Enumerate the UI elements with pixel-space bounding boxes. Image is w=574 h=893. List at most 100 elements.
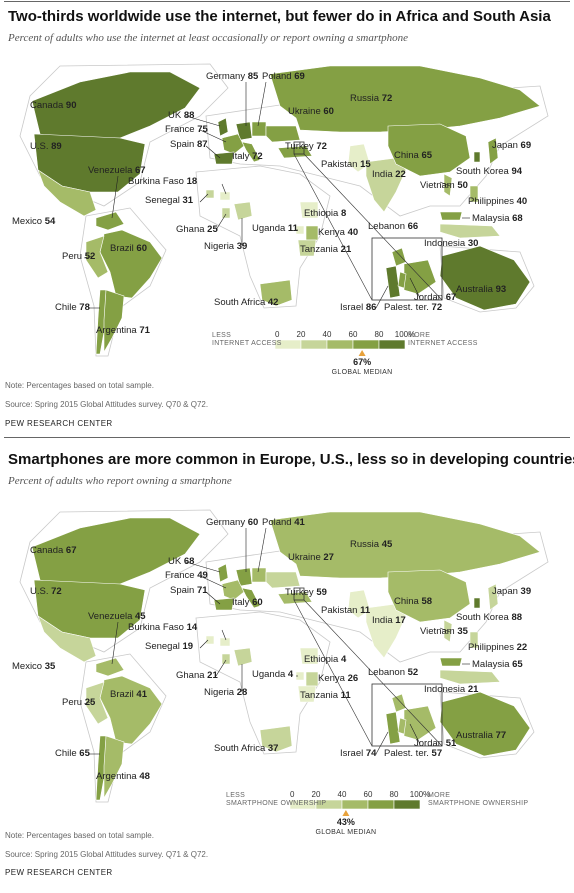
country-value: 39 xyxy=(237,241,248,252)
country-italy xyxy=(241,587,261,609)
inset-callout-line xyxy=(293,153,373,301)
country-value: 51 xyxy=(446,738,457,749)
country-name: India xyxy=(372,169,395,180)
label-spain: Spain 87 xyxy=(170,139,208,150)
label-jordan: Jordan 67 xyxy=(414,292,456,303)
country-name: Kenya xyxy=(318,673,348,684)
leader-line-uk xyxy=(185,561,221,573)
country-poland xyxy=(251,567,267,583)
country-mexico xyxy=(37,615,97,663)
country-value: 17 xyxy=(395,615,406,626)
label-canada: Canada 90 xyxy=(30,100,77,111)
country-value: 40 xyxy=(348,227,359,238)
country-poland xyxy=(251,121,267,137)
country-spain xyxy=(213,151,235,165)
country-value: 31 xyxy=(183,195,194,206)
country-value: 45 xyxy=(135,611,146,622)
country-name: Brazil xyxy=(110,689,136,700)
brand-label: PEW RESEARCH CENTER xyxy=(5,419,113,428)
country-value: 88 xyxy=(184,110,195,121)
label-kenya: Kenya 26 xyxy=(318,673,358,684)
country-value: 11 xyxy=(288,223,299,234)
inset-frame xyxy=(371,683,443,747)
label-japan: Japan 69 xyxy=(492,140,531,151)
country-name: Lebanon xyxy=(368,667,408,678)
panel-divider xyxy=(4,437,570,438)
country-value: 72 xyxy=(382,93,393,104)
label-italy: Italy 60 xyxy=(232,597,263,608)
country-name: Uganda xyxy=(252,223,288,234)
label-mexico: Mexico 54 xyxy=(12,216,56,227)
country-name: Russia xyxy=(350,539,382,550)
country-value: 71 xyxy=(197,585,208,596)
country-russia xyxy=(269,65,541,133)
legend-swatch xyxy=(352,339,380,350)
country-kenya xyxy=(305,225,319,241)
country-value: 67 xyxy=(135,165,146,176)
country-tanzania xyxy=(297,685,317,703)
country-value: 39 xyxy=(521,586,532,597)
label-brazil: Brazil 60 xyxy=(110,243,147,254)
country-name: Pakistan xyxy=(321,159,360,170)
country-name: Nigeria xyxy=(204,687,237,698)
country-name: Chile xyxy=(55,748,79,759)
label-china: China 58 xyxy=(394,596,432,607)
country-value: 90 xyxy=(66,100,77,111)
leader-line-burkina-faso xyxy=(221,629,227,641)
country-name: Senegal xyxy=(145,641,183,652)
country-name: Indonesia xyxy=(424,684,468,695)
country-value: 60 xyxy=(323,106,334,117)
country-value: 11 xyxy=(360,605,371,616)
label-u-s: U.S. 72 xyxy=(30,586,62,597)
label-south-africa: South Africa 37 xyxy=(214,743,278,754)
country-value: 35 xyxy=(45,661,56,672)
country-value: 11 xyxy=(341,690,352,701)
legend-low-label: LESS INTERNET ACCESS xyxy=(212,332,282,347)
country-name: Germany xyxy=(206,517,248,528)
legend-swatch xyxy=(378,339,406,350)
country-value: 41 xyxy=(294,517,305,528)
country-japan xyxy=(487,583,499,611)
country-name: Indonesia xyxy=(424,238,468,249)
country-value: 69 xyxy=(294,71,305,82)
country-name: Turkey xyxy=(285,587,316,598)
label-india: India 17 xyxy=(372,615,406,626)
country-name: Argentina xyxy=(96,325,139,336)
country-russia xyxy=(269,511,541,579)
legend-tick: 60 xyxy=(349,330,358,339)
country-value: 71 xyxy=(139,325,150,336)
countries xyxy=(31,511,541,801)
label-pakistan: Pakistan 11 xyxy=(321,605,371,616)
country-pakistan xyxy=(347,589,371,619)
leader-line-vietnam xyxy=(439,627,451,633)
label-poland: Poland 69 xyxy=(262,71,305,82)
country-value: 54 xyxy=(45,216,56,227)
country-labels: Canada 90 U.S. 89 Mexico 54 Venezuela 67 Bra… xyxy=(12,71,531,336)
country-south-africa xyxy=(259,279,293,307)
panel-subtitle: Percent of adults who use the internet a… xyxy=(8,32,409,44)
label-venezuela: Venezuela 45 xyxy=(88,611,146,622)
label-ethiopia: Ethiopia 4 xyxy=(304,654,347,665)
label-uk: UK 68 xyxy=(168,556,194,567)
country-name: Turkey xyxy=(285,141,316,152)
country-value: 28 xyxy=(237,687,248,698)
label-vietnam: Vietnam 35 xyxy=(420,626,469,637)
country-name: Germany xyxy=(206,71,248,82)
country-name: Japan xyxy=(492,586,521,597)
country-uk xyxy=(217,563,229,583)
country-value: 85 xyxy=(248,71,259,82)
country-turkey xyxy=(277,145,313,159)
country-palest-ter xyxy=(397,717,407,735)
country-value: 40 xyxy=(517,196,528,207)
country-name: Kenya xyxy=(318,227,348,238)
median-caption: GLOBAL MEDIAN xyxy=(332,369,393,376)
country-turkey xyxy=(277,591,313,605)
legend-swatch xyxy=(367,799,395,810)
country-name: U.S. xyxy=(30,586,51,597)
country-value: 21 xyxy=(341,244,352,255)
label-tanzania: Tanzania 21 xyxy=(300,244,352,255)
country-name: Lebanon xyxy=(368,221,408,232)
country-name: South Africa xyxy=(214,743,268,754)
leader-line-france xyxy=(199,129,227,143)
country-value: 25 xyxy=(85,697,96,708)
